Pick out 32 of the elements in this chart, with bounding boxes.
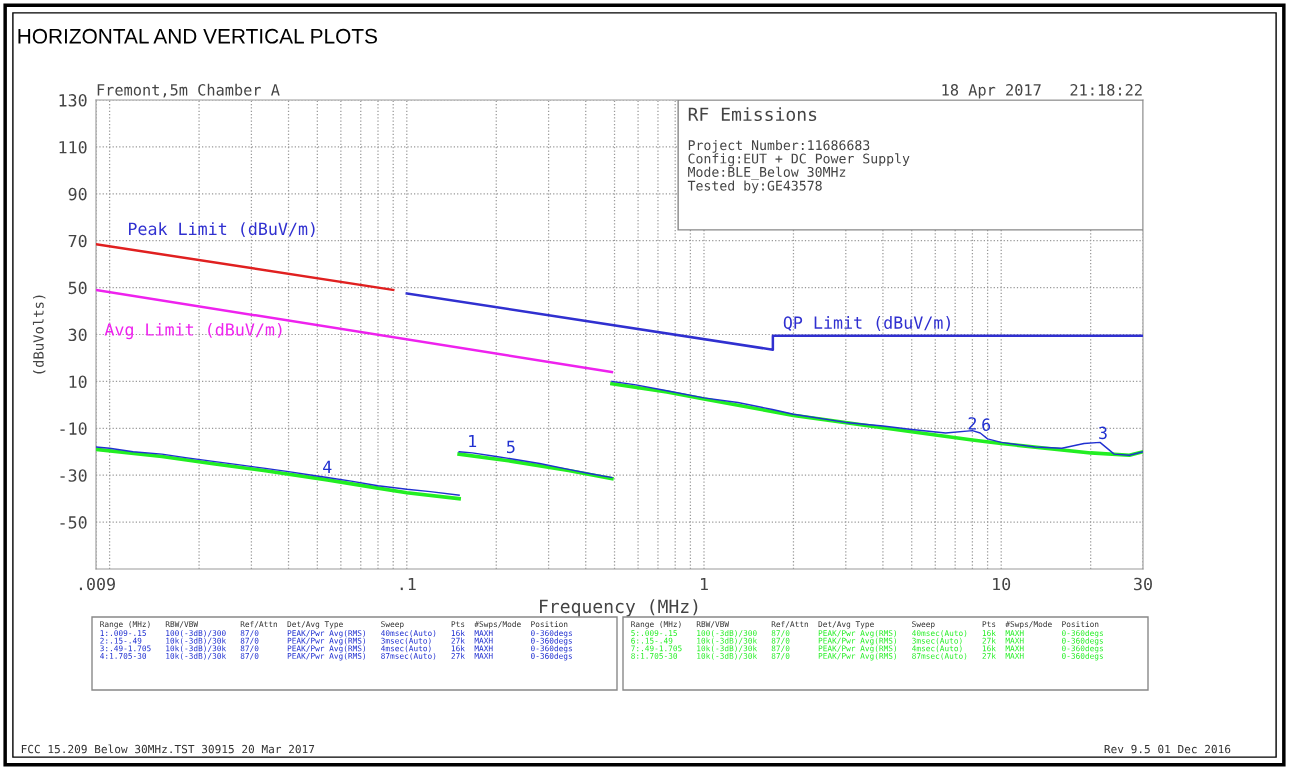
y-tick-label: 130 — [59, 94, 87, 107]
text: 18 Apr 2017 21:18:22 — [942, 84, 1142, 99]
y-tick-label: -30 — [60, 469, 87, 482]
x-tick-label: 30 — [1134, 577, 1152, 591]
y-axis-title: (dBuVolts) — [32, 295, 46, 374]
annotation: 2 — [968, 417, 976, 430]
annotation: QP Limit (dBuV/m) — [783, 316, 950, 331]
annotation: Avg Limit (dBuV/m) — [104, 322, 282, 340]
annotation: 1 — [469, 434, 477, 448]
y-tick-label: -10 — [60, 422, 87, 435]
y-tick-label: 10 — [69, 375, 87, 389]
annotation: RF Emissions Project Number:11686683 Config:EUT + DC Power Supply Mode:BLE_Below 30MHz Tested by:GE43578 — [687, 107, 910, 194]
y-tick-label: -50 — [60, 516, 87, 529]
y-tick-label: 50 — [68, 281, 87, 295]
text: Fremont,5m Chamber A — [97, 83, 280, 98]
y-tick-label: 70 — [68, 234, 87, 248]
y-tick-label: 110 — [59, 140, 87, 154]
text: Rev 9.5 01 Dec 2016 — [1104, 744, 1231, 754]
annotation: 4 — [323, 460, 332, 473]
x-tick-label: 1 — [700, 577, 708, 591]
y-tick-label: 90 — [68, 187, 87, 201]
x-tick-label: 10 — [993, 577, 1011, 591]
annotation: 5 — [507, 440, 515, 454]
text: FCC 15.209 Below 30MHz.TST 30915 20 Mar 2017 — [21, 744, 315, 754]
annotation: 6 — [982, 418, 991, 431]
annotation: 3 — [1099, 426, 1107, 440]
x-tick-label: .1 — [400, 577, 416, 591]
annotation: Peak Limit (dBuV/m) — [129, 222, 315, 238]
y-tick-label: 30 — [68, 328, 87, 342]
chart-title: HORIZONTAL AND VERTICAL PLOTS — [18, 28, 377, 44]
x-axis-title: Frequency (MHz) — [540, 599, 698, 617]
x-tick-label: .009 — [79, 577, 115, 591]
